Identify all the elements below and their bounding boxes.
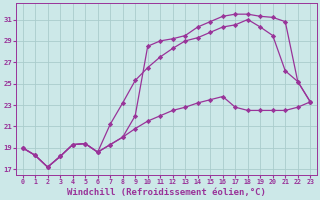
X-axis label: Windchill (Refroidissement éolien,°C): Windchill (Refroidissement éolien,°C) <box>67 188 266 197</box>
